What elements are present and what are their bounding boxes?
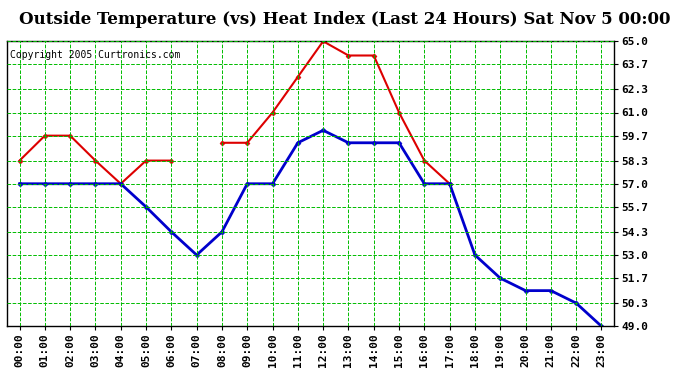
Text: Copyright 2005 Curtronics.com: Copyright 2005 Curtronics.com [10,50,180,60]
Text: Outside Temperature (vs) Heat Index (Last 24 Hours) Sat Nov 5 00:00: Outside Temperature (vs) Heat Index (Las… [19,11,671,28]
